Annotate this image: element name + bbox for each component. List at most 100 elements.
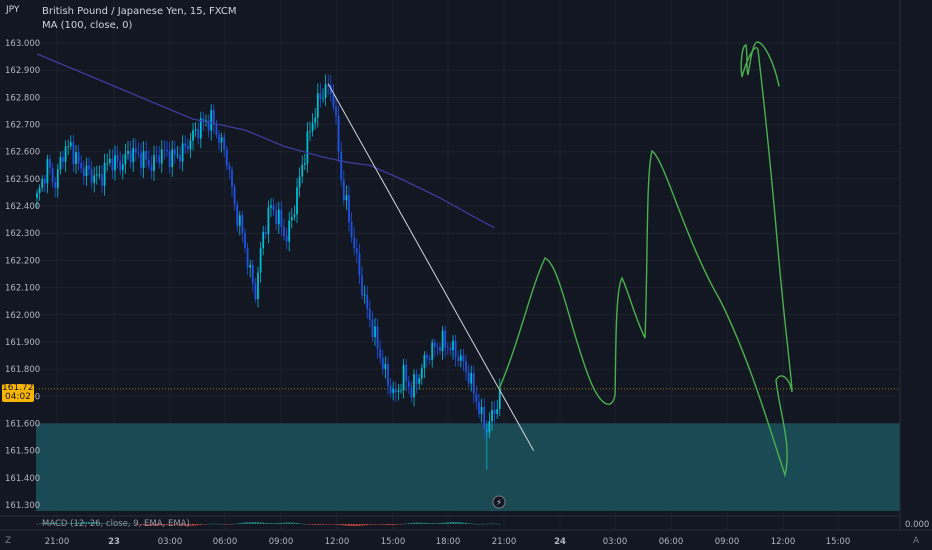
candle[interactable] [179, 146, 181, 170]
candle[interactable] [212, 104, 215, 134]
candle[interactable] [69, 135, 72, 150]
candle[interactable] [231, 166, 233, 197]
candle[interactable] [236, 200, 239, 232]
candle[interactable] [90, 160, 93, 189]
candle[interactable] [160, 140, 163, 173]
candle[interactable] [186, 138, 189, 154]
candle[interactable] [493, 400, 496, 424]
candle[interactable] [215, 119, 218, 139]
candle[interactable] [134, 138, 137, 162]
candle[interactable] [420, 364, 423, 385]
candle[interactable] [158, 146, 161, 169]
candle[interactable] [238, 211, 241, 236]
candle[interactable] [36, 189, 38, 208]
candle[interactable] [358, 243, 361, 285]
candle[interactable] [75, 144, 77, 175]
candle[interactable] [277, 201, 280, 234]
candle[interactable] [272, 197, 275, 217]
candle[interactable] [262, 225, 265, 256]
candle[interactable] [189, 132, 192, 159]
candle[interactable] [491, 401, 493, 431]
candle[interactable] [77, 144, 80, 171]
candle[interactable] [111, 149, 114, 179]
candle[interactable] [56, 163, 59, 198]
candle[interactable] [254, 277, 257, 303]
candle[interactable] [85, 157, 88, 186]
candle[interactable] [480, 398, 483, 423]
candle[interactable] [467, 364, 470, 388]
candle[interactable] [314, 107, 317, 130]
candle[interactable] [342, 169, 345, 206]
candle[interactable] [472, 365, 475, 404]
candle[interactable] [384, 356, 387, 379]
candle[interactable] [415, 369, 418, 394]
candle[interactable] [285, 227, 288, 250]
candle[interactable] [337, 105, 340, 162]
candle[interactable] [153, 145, 155, 181]
candle[interactable] [319, 83, 322, 108]
candle[interactable] [475, 385, 478, 410]
candle[interactable] [423, 351, 426, 378]
candle[interactable] [192, 123, 194, 151]
candle[interactable] [381, 349, 384, 375]
candle[interactable] [207, 114, 210, 138]
candle[interactable] [244, 228, 246, 253]
candle[interactable] [410, 381, 413, 403]
candle[interactable] [233, 183, 236, 211]
candle[interactable] [218, 130, 220, 151]
candle[interactable] [249, 259, 252, 278]
candle[interactable] [379, 340, 382, 364]
candle[interactable] [335, 96, 337, 125]
candle[interactable] [142, 141, 145, 179]
freehand-drawing[interactable] [498, 41, 793, 478]
candle[interactable] [241, 210, 244, 243]
candle[interactable] [340, 141, 343, 187]
candle[interactable] [332, 83, 335, 111]
candle[interactable] [311, 112, 314, 137]
candle[interactable] [436, 342, 439, 356]
candle[interactable] [446, 342, 449, 355]
candle[interactable] [426, 351, 428, 368]
candle[interactable] [82, 160, 85, 186]
candle[interactable] [166, 140, 168, 157]
candle[interactable] [140, 143, 142, 176]
candle[interactable] [129, 141, 132, 169]
candle[interactable] [43, 174, 46, 193]
demand-zone[interactable] [36, 423, 900, 511]
candle[interactable] [449, 342, 452, 356]
candle[interactable] [402, 358, 405, 399]
candle[interactable] [197, 122, 200, 145]
candle[interactable] [67, 139, 70, 156]
candle[interactable] [397, 384, 400, 401]
candle[interactable] [228, 161, 231, 179]
candle[interactable] [418, 374, 421, 390]
candle[interactable] [246, 243, 249, 275]
candle[interactable] [72, 135, 75, 173]
candle[interactable] [132, 138, 135, 172]
candle[interactable] [49, 154, 51, 175]
candle[interactable] [298, 167, 301, 198]
candle[interactable] [98, 165, 101, 180]
candle[interactable] [106, 153, 109, 172]
candle[interactable] [270, 198, 272, 218]
candle[interactable] [54, 176, 57, 198]
candle[interactable] [366, 285, 369, 319]
candle[interactable] [348, 185, 350, 232]
candle[interactable] [428, 355, 431, 365]
candle[interactable] [407, 375, 410, 394]
candle[interactable] [163, 140, 166, 160]
candle[interactable] [108, 149, 111, 167]
candle[interactable] [459, 348, 462, 368]
candle[interactable] [173, 140, 176, 164]
candle[interactable] [64, 140, 67, 172]
candle[interactable] [324, 74, 327, 106]
candle[interactable] [275, 202, 278, 231]
candle[interactable] [483, 398, 486, 439]
candle[interactable] [121, 154, 124, 180]
candle[interactable] [176, 145, 179, 159]
candle[interactable] [267, 200, 270, 244]
macd-legend[interactable]: MACD (12, 26, close, 9, EMA, EMA) [42, 519, 190, 529]
candle[interactable] [345, 185, 348, 210]
candle[interactable] [441, 325, 444, 360]
